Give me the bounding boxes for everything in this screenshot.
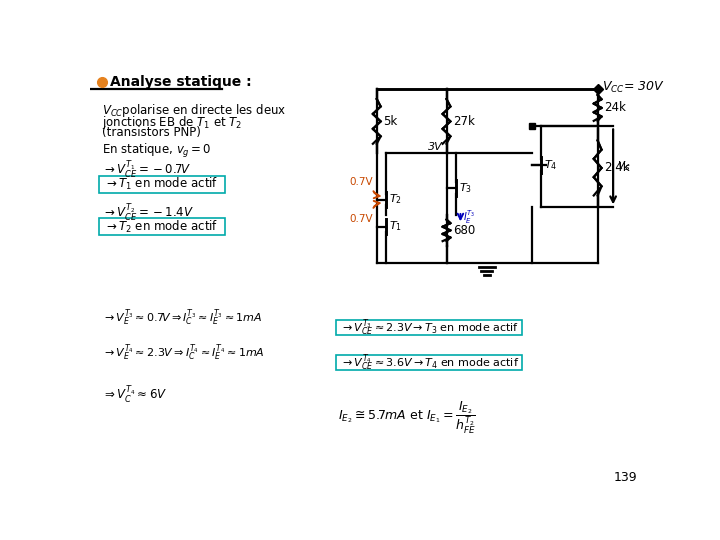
Text: 5k: 5k [383, 115, 397, 128]
Text: $I_{E_2} \cong 5.7mA$ et $I_{E_1} = \dfrac{I_{E_2}}{h_{FE}^{T_2}}$: $I_{E_2} \cong 5.7mA$ et $I_{E_1} = \dfr… [338, 400, 476, 436]
Text: $\rightarrow V_{CE}^{T_2} = -1.4V$: $\rightarrow V_{CE}^{T_2} = -1.4V$ [102, 202, 194, 223]
FancyBboxPatch shape [99, 218, 225, 235]
FancyBboxPatch shape [336, 320, 522, 335]
Text: $I_E^{T_3}$: $I_E^{T_3}$ [463, 209, 475, 226]
Text: $\rightarrow V_{CE}^{T_3} \approx 2.3V \rightarrow T_3$ en mode actif: $\rightarrow V_{CE}^{T_3} \approx 2.3V \… [341, 317, 519, 338]
Text: (transistors PNP): (transistors PNP) [102, 126, 200, 139]
Text: $T_1$: $T_1$ [389, 220, 402, 233]
Text: 2.4k: 2.4k [604, 161, 629, 174]
Text: $\rightarrow V_{CE}^{T_1} = -0.7V$: $\rightarrow V_{CE}^{T_1} = -0.7V$ [102, 159, 191, 180]
Text: En statique, $v_g = 0$: En statique, $v_g = 0$ [102, 142, 211, 160]
Text: $\rightarrow V_E^{T_3} \approx 0.7V \Rightarrow I_C^{T_3} \approx I_E^{T_3} \app: $\rightarrow V_E^{T_3} \approx 0.7V \Rig… [102, 307, 262, 328]
Text: $\rightarrow T_1$ en mode actif: $\rightarrow T_1$ en mode actif [104, 176, 218, 192]
Text: $T_3$: $T_3$ [459, 181, 472, 195]
Text: $\rightarrow T_2$ en mode actif: $\rightarrow T_2$ en mode actif [104, 219, 218, 234]
Text: $V_{CC}$= 30V: $V_{CC}$= 30V [601, 80, 665, 96]
Text: $v_s$: $v_s$ [617, 160, 631, 173]
FancyBboxPatch shape [99, 176, 225, 193]
Text: $\Rightarrow V_C^{T_4} \approx 6V$: $\Rightarrow V_C^{T_4} \approx 6V$ [102, 384, 167, 406]
Text: $\rightarrow V_E^{T_4} \approx 2.3V \Rightarrow I_C^{T_4} \approx I_E^{T_4} \app: $\rightarrow V_E^{T_4} \approx 2.3V \Rig… [102, 342, 264, 363]
Text: $T_2$: $T_2$ [389, 193, 402, 206]
Text: 0.7V: 0.7V [349, 213, 373, 224]
Text: 139: 139 [613, 471, 637, 484]
Text: 0.7V: 0.7V [349, 177, 373, 187]
Text: $T_4$: $T_4$ [544, 158, 557, 172]
Text: 24k: 24k [604, 102, 626, 114]
Text: $V_{CC}$polarise en directe les deux: $V_{CC}$polarise en directe les deux [102, 102, 286, 119]
Text: 27k: 27k [453, 115, 474, 128]
Text: jonctions EB de $T_1$ et $T_2$: jonctions EB de $T_1$ et $T_2$ [102, 114, 242, 131]
FancyBboxPatch shape [336, 355, 522, 370]
Text: Analyse statique :: Analyse statique : [110, 75, 252, 89]
Text: 680: 680 [453, 224, 475, 237]
Text: 3V: 3V [428, 142, 443, 152]
Text: $\rightarrow V_{CE}^{T_4} \approx 3.6V \rightarrow T_4$ en mode actif: $\rightarrow V_{CE}^{T_4} \approx 3.6V \… [341, 353, 520, 373]
